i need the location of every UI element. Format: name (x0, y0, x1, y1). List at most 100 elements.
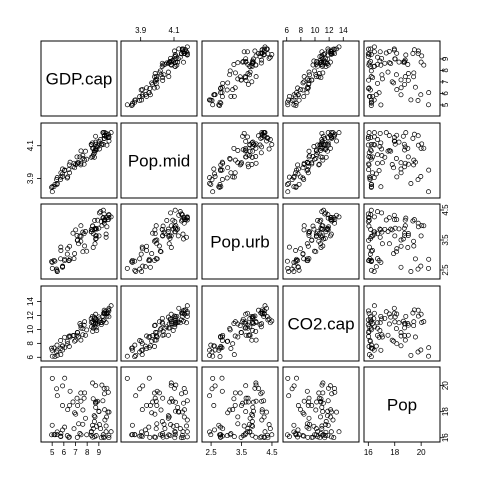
data-point (146, 258, 152, 264)
data-point (378, 313, 384, 319)
panel-Pop.urb-vs-CO2.cap (282, 203, 360, 280)
data-point (305, 167, 311, 173)
tick-label: 2.5 (206, 448, 218, 457)
data-point (301, 223, 307, 229)
data-point (129, 259, 135, 265)
data-point (78, 223, 84, 229)
data-point (426, 256, 432, 262)
data-point (304, 160, 310, 166)
data-point (383, 309, 389, 315)
data-point (67, 388, 73, 394)
data-point (62, 424, 68, 430)
data-point (88, 154, 94, 160)
data-point (367, 338, 373, 343)
data-point (179, 432, 185, 438)
data-point (165, 314, 171, 320)
variable-label: Pop.urb (210, 233, 270, 252)
data-point (328, 434, 334, 440)
data-point (391, 80, 397, 86)
data-point (161, 72, 167, 78)
data-point (93, 225, 98, 231)
data-point (309, 237, 315, 243)
data-point (247, 141, 253, 147)
data-point (313, 432, 319, 438)
data-point (247, 415, 253, 421)
data-point (72, 338, 78, 344)
data-point (332, 389, 338, 395)
data-point (306, 148, 312, 154)
tick-label: 2.5 (441, 264, 450, 276)
data-point (98, 322, 104, 328)
data-point (137, 266, 143, 272)
variable-label: Pop.mid (128, 152, 190, 171)
data-point (219, 94, 225, 100)
data-point (257, 142, 263, 148)
data-point (154, 256, 160, 262)
panel-Pop.mid-vs-Pop (363, 122, 441, 199)
data-point (377, 328, 383, 333)
data-point (52, 258, 58, 264)
data-point (142, 264, 148, 270)
data-point (91, 314, 97, 320)
data-point (166, 234, 172, 239)
data-point (179, 217, 185, 223)
data-point (368, 135, 374, 141)
data-point (376, 90, 382, 96)
data-point (369, 267, 374, 273)
data-point (304, 241, 310, 247)
data-point (243, 311, 249, 317)
data-point (256, 386, 261, 391)
data-point (301, 160, 307, 166)
data-point (400, 133, 406, 139)
data-point (96, 210, 102, 216)
panel-frame (282, 285, 360, 362)
data-point (132, 342, 138, 348)
data-point (60, 343, 66, 349)
data-point (101, 220, 107, 226)
data-point (75, 403, 81, 408)
data-point (144, 248, 150, 253)
data-point (305, 402, 311, 408)
data-point (250, 141, 256, 147)
panel-frame (201, 285, 279, 362)
data-point (152, 85, 157, 91)
data-point (105, 409, 111, 415)
data-point (332, 47, 338, 53)
data-point (284, 99, 290, 105)
data-point (84, 248, 90, 254)
data-point (320, 243, 326, 249)
data-point (300, 251, 306, 257)
data-point (367, 177, 373, 182)
data-point (78, 234, 84, 239)
data-point (83, 229, 88, 234)
data-point (238, 330, 244, 335)
data-point (389, 79, 395, 85)
data-point (240, 59, 246, 65)
data-point (154, 421, 160, 427)
tick-label: 3.5 (441, 234, 450, 246)
data-point (172, 316, 178, 322)
data-point (368, 156, 374, 162)
data-point (402, 337, 408, 343)
panel-CO2.cap-vs-CO2.cap: CO2.cap (282, 285, 360, 362)
data-point (106, 432, 112, 438)
data-point (258, 150, 264, 156)
data-point (307, 72, 313, 78)
data-point (49, 353, 55, 359)
data-point (315, 63, 321, 69)
data-point (320, 70, 326, 76)
data-point (418, 263, 424, 269)
data-point (176, 409, 182, 415)
data-point (82, 243, 88, 249)
data-point (421, 223, 427, 229)
data-point (368, 248, 374, 254)
data-point (168, 245, 174, 250)
data-point (411, 243, 417, 249)
data-point (184, 417, 190, 423)
data-point (172, 429, 178, 435)
data-point (295, 85, 301, 91)
data-point (411, 319, 417, 325)
panel-frame (363, 40, 441, 117)
tick-label: 6 (284, 26, 289, 35)
data-point (411, 217, 417, 223)
